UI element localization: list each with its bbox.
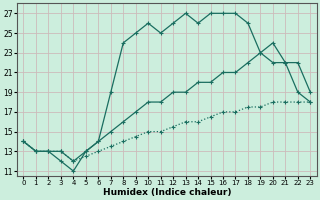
X-axis label: Humidex (Indice chaleur): Humidex (Indice chaleur) xyxy=(103,188,231,197)
